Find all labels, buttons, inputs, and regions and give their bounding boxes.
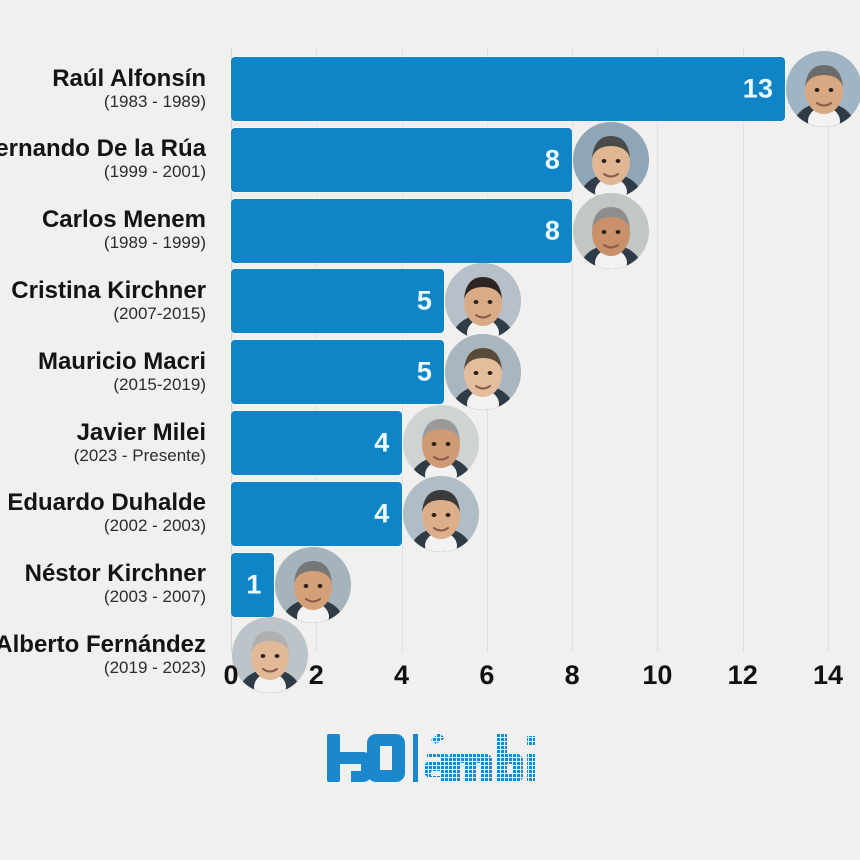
y-axis-label: Javier Milei (2023 - Presente) bbox=[0, 411, 219, 475]
x-axis-tick-0: 0 bbox=[223, 660, 239, 690]
y-axis-label-term: (2002 - 2003) bbox=[103, 516, 206, 536]
bar-row: 1 bbox=[231, 546, 860, 623]
y-axis-label-name: Mauricio Macri bbox=[37, 347, 206, 375]
y-axis-label-name: Raúl Alfonsín bbox=[52, 64, 206, 92]
bar[interactable]: 4 bbox=[231, 481, 402, 546]
y-axis-label: Eduardo Duhalde (2002 - 2003) bbox=[0, 482, 219, 546]
bar-value-label: 5 bbox=[416, 285, 433, 316]
bar[interactable]: 4 bbox=[231, 411, 402, 475]
x-axis-tick-14: 14 bbox=[812, 660, 844, 690]
ambito-logo[interactable]: 50 ámbito bbox=[325, 726, 535, 788]
y-axis-label-name: Javier Milei bbox=[76, 418, 206, 446]
bar-row: 5 bbox=[231, 263, 860, 340]
x-axis-tick-10: 10 bbox=[642, 660, 673, 690]
y-axis-label: Raúl Alfonsín (1983 - 1989) bbox=[0, 57, 219, 121]
bar-value-label: 4 bbox=[374, 427, 390, 458]
bar[interactable]: 8 bbox=[231, 198, 573, 263]
y-axis-label-term: (2023 - Presente) bbox=[73, 445, 206, 465]
bar-row: 4 bbox=[231, 475, 860, 552]
x-axis-tick-8: 8 bbox=[564, 660, 580, 690]
y-axis-label-term: (1999 - 2001) bbox=[103, 162, 206, 182]
y-axis-label-name: Carlos Menem bbox=[41, 206, 206, 234]
y-axis-label-term: (2007-2015) bbox=[113, 304, 206, 324]
x-axis-ticks: 0 2 4 6 8 10 12 14 bbox=[223, 652, 843, 692]
bar[interactable]: 13 bbox=[231, 57, 786, 121]
x-axis-tick-6: 6 bbox=[479, 660, 495, 690]
x-axis-tick-12: 12 bbox=[727, 660, 758, 690]
avatar-mauricio-macri-icon bbox=[445, 334, 522, 411]
y-axis-label-term: (2003 - 2007) bbox=[103, 587, 206, 607]
y-axis-label: Carlos Menem (1989 - 1999) bbox=[0, 199, 219, 263]
bar[interactable]: 8 bbox=[231, 127, 573, 192]
y-axis-label-name: Cristina Kirchner bbox=[11, 277, 206, 305]
bar-value-label: 4 bbox=[374, 498, 390, 529]
avatar-nestor-kirchner-icon bbox=[274, 546, 351, 623]
avatar-javier-milei-icon bbox=[402, 405, 479, 481]
y-axis-label: Cristina Kirchner (2007-2015) bbox=[0, 269, 219, 333]
bar-rows: 13 8 8 5 5 bbox=[231, 48, 860, 694]
bar[interactable]: 1 bbox=[231, 552, 274, 617]
bar[interactable]: 5 bbox=[231, 340, 445, 405]
y-axis-label-term: (1989 - 1999) bbox=[103, 233, 206, 253]
y-axis-label-term: (2015-2019) bbox=[113, 374, 206, 394]
y-axis-label: Fernando De la Rúa (1999 - 2001) bbox=[0, 128, 219, 192]
footer-logo-container: 50 ámbito bbox=[0, 726, 860, 788]
bar-row: 5 bbox=[231, 334, 860, 411]
bar-value-label: 13 bbox=[742, 73, 774, 104]
y-axis-label: Alberto Fernández (2019 - 2023) bbox=[0, 623, 219, 687]
y-axis-label-name: Fernando De la Rúa bbox=[0, 135, 206, 163]
bar-value-label: 8 bbox=[544, 144, 561, 175]
avatar-alberto-fernandez-icon bbox=[232, 617, 308, 694]
y-axis-label-term: (2019 - 2023) bbox=[103, 658, 206, 678]
y-axis-label-term: (1983 - 1989) bbox=[103, 91, 206, 111]
bar[interactable]: 5 bbox=[231, 269, 445, 334]
bar-row bbox=[231, 617, 860, 694]
bar-value-label: 5 bbox=[416, 356, 433, 387]
avatar-fernando-de-la-rua-icon bbox=[573, 121, 650, 198]
bar-row: 8 bbox=[231, 121, 860, 198]
avatar-cristina-kirchner-icon bbox=[445, 263, 522, 340]
avatar-eduardo-duhalde-icon bbox=[402, 475, 479, 552]
bar-row: 13 bbox=[231, 51, 860, 127]
x-axis-tick-2: 2 bbox=[308, 660, 324, 690]
bar-value-label: 1 bbox=[246, 569, 262, 600]
avatar-raul-alfonsin-icon bbox=[786, 51, 860, 127]
x-axis-tick-4: 4 bbox=[394, 660, 410, 690]
y-axis-label: Néstor Kirchner (2003 - 2007) bbox=[0, 553, 219, 617]
plot-area: 13 8 8 5 5 bbox=[231, 48, 860, 694]
y-axis-labels: Raúl Alfonsín (1983 - 1989) Fernando De la… bbox=[0, 48, 219, 677]
y-axis-label-name: Néstor Kirchner bbox=[24, 560, 206, 588]
y-axis-label: Mauricio Macri (2015-2019) bbox=[0, 340, 219, 404]
y-axis-label-name: Eduardo Duhalde bbox=[7, 489, 206, 517]
bar-row: 8 bbox=[231, 192, 860, 269]
bar-row: 4 bbox=[231, 405, 860, 481]
bar-value-label: 8 bbox=[544, 215, 561, 246]
y-axis-label-name: Alberto Fernández bbox=[0, 631, 206, 659]
avatar-carlos-menem-icon bbox=[573, 192, 650, 269]
